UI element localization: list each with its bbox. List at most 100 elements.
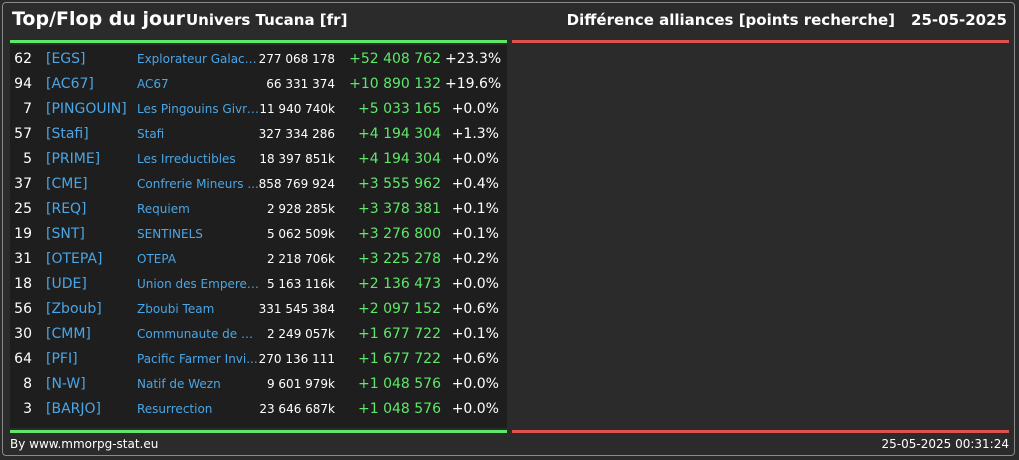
alliance-total-points: 5 163 116k bbox=[266, 277, 335, 291]
alliance-rank: 18 bbox=[14, 276, 32, 292]
alliance-rank: 62 bbox=[14, 51, 32, 67]
alliance-total-points: 270 136 111 bbox=[258, 352, 335, 366]
alliance-points-diff: +2 136 473 bbox=[358, 276, 441, 292]
alliance-points-diff: +1 677 722 bbox=[358, 326, 441, 342]
table-row: 30 [CMM] Communaute de m... 2 249 057k +1 67… bbox=[10, 322, 507, 347]
table-row: 5 [PRIME] Les Irreductibles 18 397 851k +4 1… bbox=[10, 147, 507, 172]
alliance-name-link[interactable]: OTEPA bbox=[137, 252, 177, 266]
alliance-total-points: 858 769 924 bbox=[258, 177, 335, 191]
site-credit[interactable]: By www.mmorpg-stat.eu bbox=[10, 437, 159, 451]
alliance-tag-link[interactable]: [Stafi] bbox=[46, 126, 89, 142]
alliance-name-link[interactable]: Les Pingouins Givre... bbox=[137, 102, 261, 116]
table-row: 7 [PINGOUIN] Les Pingouins Givre... 11 940 … bbox=[10, 97, 507, 122]
alliance-name-link[interactable]: Communaute de m... bbox=[137, 327, 261, 341]
table-row: 31 [OTEPA] OTEPA 2 218 706k +3 225 278 +0.2% bbox=[10, 247, 507, 272]
alliance-percent-change: +0.2% bbox=[451, 251, 499, 267]
alliance-points-diff: +1 048 576 bbox=[358, 401, 441, 417]
header-right: Différence alliances [points recherche] 2… bbox=[567, 11, 1007, 29]
alliance-percent-change: +0.1% bbox=[451, 326, 499, 342]
flop-panel-bottom-divider-red bbox=[512, 430, 1009, 433]
date-label: 25-05-2025 bbox=[911, 11, 1007, 29]
alliance-rank: 7 bbox=[23, 101, 32, 117]
alliance-percent-change: +0.1% bbox=[451, 226, 499, 242]
alliance-tag-link[interactable]: [REQ] bbox=[46, 201, 87, 217]
alliance-total-points: 11 940 740k bbox=[259, 102, 335, 116]
flop-panel-divider-red bbox=[512, 40, 1009, 43]
table-row: 8 [N-W] Natif de Wezn 9 601 979k +1 048 576 +… bbox=[10, 372, 507, 397]
page-title: Top/Flop du jour bbox=[12, 8, 185, 30]
alliance-tag-link[interactable]: [PINGOUIN] bbox=[46, 101, 127, 117]
alliance-name-link[interactable]: Union des Empereur... bbox=[137, 277, 261, 291]
alliance-total-points: 327 334 286 bbox=[258, 127, 335, 141]
alliance-tag-link[interactable]: [UDE] bbox=[46, 276, 87, 292]
alliance-points-diff: +5 033 165 bbox=[358, 101, 441, 117]
top-gainers-panel: 62 [EGS] Explorateur Galacti... 277 068 178… bbox=[10, 45, 507, 428]
table-row: 57 [Stafi] Stafi 327 334 286 +4 194 304 +1.3% bbox=[10, 122, 507, 147]
alliance-percent-change: +0.0% bbox=[451, 151, 499, 167]
header: Top/Flop du jour Univers Tucana [fr] Dif… bbox=[0, 0, 1019, 40]
alliance-rank: 5 bbox=[23, 151, 32, 167]
alliance-rank: 64 bbox=[14, 351, 32, 367]
table-row: 19 [SNT] SENTINELS 5 062 509k +3 276 800 +0.1… bbox=[10, 222, 507, 247]
alliance-percent-change: +1.3% bbox=[451, 126, 499, 142]
alliance-name-link[interactable]: Pacific Farmer Invi... bbox=[137, 352, 258, 366]
alliance-name-link[interactable]: Natif de Wezn bbox=[137, 377, 221, 391]
alliance-tag-link[interactable]: [Zboub] bbox=[46, 301, 102, 317]
alliance-percent-change: +0.6% bbox=[451, 351, 499, 367]
alliance-points-diff: +2 097 152 bbox=[358, 301, 441, 317]
table-row: 18 [UDE] Union des Empereur... 5 163 116k +2… bbox=[10, 272, 507, 297]
alliance-tag-link[interactable]: [EGS] bbox=[46, 51, 86, 67]
alliance-rank: 30 bbox=[14, 326, 32, 342]
alliance-name-link[interactable]: Stafi bbox=[137, 127, 165, 141]
alliance-tag-link[interactable]: [OTEPA] bbox=[46, 251, 103, 267]
alliance-tag-link[interactable]: [CMM] bbox=[46, 326, 91, 342]
alliance-name-link[interactable]: SENTINELS bbox=[137, 227, 203, 241]
table-row: 64 [PFI] Pacific Farmer Invi... 270 136 111… bbox=[10, 347, 507, 372]
alliance-total-points: 9 601 979k bbox=[266, 377, 335, 391]
alliance-total-points: 66 331 374 bbox=[266, 77, 335, 91]
alliance-name-link[interactable]: Zboubi Team bbox=[137, 302, 215, 316]
alliance-rank: 37 bbox=[14, 176, 32, 192]
alliance-name-link[interactable]: Requiem bbox=[137, 202, 190, 216]
alliance-percent-change: +0.0% bbox=[451, 276, 499, 292]
alliance-tag-link[interactable]: [CME] bbox=[46, 176, 88, 192]
alliance-points-diff: +4 194 304 bbox=[358, 151, 441, 167]
alliance-points-diff: +3 378 381 bbox=[358, 201, 441, 217]
alliance-rank: 31 bbox=[14, 251, 32, 267]
top-panel-bottom-divider-green bbox=[10, 430, 507, 433]
alliance-percent-change: +0.0% bbox=[451, 401, 499, 417]
alliance-total-points: 18 397 851k bbox=[259, 152, 335, 166]
alliance-tag-link[interactable]: [PFI] bbox=[46, 351, 78, 367]
alliance-total-points: 2 218 706k bbox=[266, 252, 335, 266]
alliance-rank: 94 bbox=[14, 76, 32, 92]
alliance-name-link[interactable]: AC67 bbox=[137, 77, 169, 91]
alliance-total-points: 2 249 057k bbox=[266, 327, 335, 341]
alliance-rank: 56 bbox=[14, 301, 32, 317]
alliance-points-diff: +3 276 800 bbox=[358, 226, 441, 242]
table-row: 94 [AC67] AC67 66 331 374 +10 890 132 +19.6% bbox=[10, 72, 507, 97]
top-panel-divider-green bbox=[10, 40, 507, 43]
alliance-name-link[interactable]: Les Irreductibles bbox=[137, 152, 236, 166]
alliance-points-diff: +1 048 576 bbox=[358, 376, 441, 392]
alliance-name-link[interactable]: Explorateur Galacti... bbox=[137, 52, 261, 66]
generated-timestamp: 25-05-2025 00:31:24 bbox=[881, 437, 1009, 451]
alliance-points-diff: +10 890 132 bbox=[349, 76, 441, 92]
alliance-tag-link[interactable]: [BARJO] bbox=[46, 401, 101, 417]
alliance-tag-link[interactable]: [AC67] bbox=[46, 76, 94, 92]
alliance-name-link[interactable]: Resurrection bbox=[137, 402, 213, 416]
alliance-percent-change: +19.6% bbox=[445, 76, 502, 92]
alliance-tag-link[interactable]: [SNT] bbox=[46, 226, 85, 242]
alliance-tag-link[interactable]: [PRIME] bbox=[46, 151, 101, 167]
alliance-total-points: 2 928 285k bbox=[266, 202, 335, 216]
alliance-tag-link[interactable]: [N-W] bbox=[46, 376, 86, 392]
alliance-name-link[interactable]: Confrerie Mineurs ... bbox=[137, 177, 259, 191]
table-row: 56 [Zboub] Zboubi Team 331 545 384 +2 097 15… bbox=[10, 297, 507, 322]
alliance-percent-change: +0.0% bbox=[451, 376, 499, 392]
table-row: 62 [EGS] Explorateur Galacti... 277 068 178… bbox=[10, 47, 507, 72]
table-row: 3 [BARJO] Resurrection 23 646 687k +1 048 57… bbox=[10, 397, 507, 422]
table-row: 37 [CME] Confrerie Mineurs ... 858 769 924 +… bbox=[10, 172, 507, 197]
alliance-total-points: 5 062 509k bbox=[266, 227, 335, 241]
alliance-percent-change: +0.6% bbox=[451, 301, 499, 317]
alliance-points-diff: +52 408 762 bbox=[349, 51, 441, 67]
